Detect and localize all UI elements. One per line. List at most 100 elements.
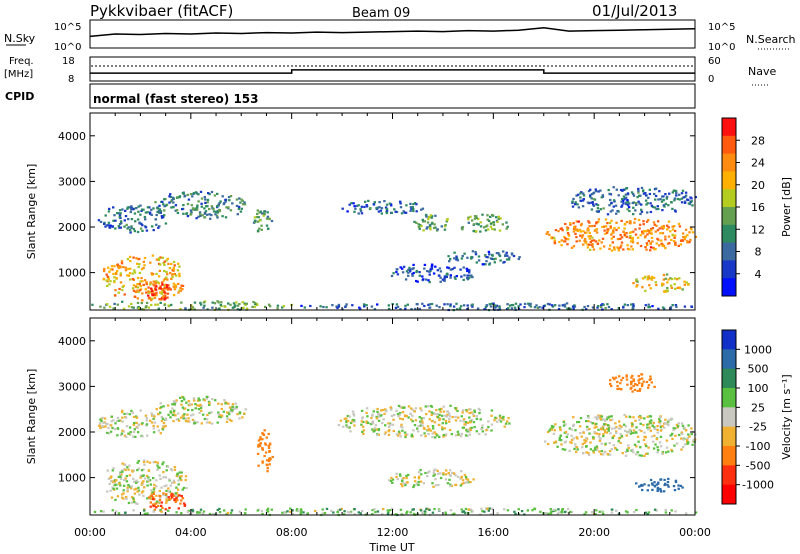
echo-cell [551, 304, 554, 307]
echo-cell [653, 206, 657, 209]
echo-cell [152, 280, 155, 283]
echo-cell [242, 412, 246, 415]
echo-cell [238, 510, 241, 513]
echo-cell [235, 301, 238, 304]
echo-cell [610, 233, 613, 236]
echo-cell [476, 307, 480, 310]
echo-cell [387, 307, 391, 310]
echo-cell [660, 239, 663, 242]
echo-cell [607, 427, 610, 430]
echo-cell [427, 279, 430, 282]
echo-cell [564, 423, 567, 426]
echo-cell [134, 415, 138, 418]
echo-cell [594, 240, 598, 243]
echo-cell [561, 304, 565, 307]
echo-cell [172, 479, 176, 482]
echo-cell [178, 494, 181, 497]
echo-cell [159, 285, 162, 288]
echo-cell [180, 475, 183, 478]
y-tick-label: 3000 [58, 175, 86, 188]
echo-cell [666, 281, 669, 284]
echo-cell [592, 451, 595, 454]
echo-cell [346, 511, 350, 514]
echo-cell [154, 288, 158, 291]
echo-cell [352, 412, 355, 416]
echo-cell [260, 224, 263, 227]
echo-cell [553, 441, 556, 444]
echo-cell [438, 435, 441, 438]
echo-cell [624, 450, 628, 453]
echo-cell [135, 479, 138, 482]
echo-cell [438, 423, 441, 427]
echo-cell [609, 382, 612, 385]
echo-cell [486, 214, 489, 217]
echo-cell [493, 261, 496, 264]
echo-cell [357, 212, 360, 215]
echo-cell [664, 418, 667, 421]
echo-cell [158, 208, 162, 211]
echo-cell [98, 424, 101, 427]
echo-cell [434, 265, 437, 268]
echo-cell [583, 441, 586, 444]
echo-cell [475, 415, 478, 418]
echo-cell [121, 300, 124, 303]
echo-cell [648, 284, 651, 287]
echo-cell [414, 480, 417, 483]
echo-cell [114, 498, 117, 501]
echo-cell [429, 225, 432, 228]
echo-cell [588, 428, 591, 431]
echo-cell [690, 305, 693, 308]
echo-cell [420, 419, 424, 422]
echo-cell [390, 274, 394, 278]
echo-cell [116, 263, 120, 266]
echo-cell [173, 273, 176, 276]
echo-cell [146, 211, 149, 214]
echo-cell [114, 289, 117, 292]
echo-cell [130, 409, 133, 412]
echo-cell [620, 205, 623, 208]
echo-cell [602, 207, 605, 210]
echo-cell [120, 260, 124, 263]
echo-cell [436, 412, 439, 416]
echo-cell [135, 257, 138, 260]
echo-cell [198, 212, 202, 216]
echo-cell [417, 480, 420, 484]
echo-cell [661, 209, 664, 212]
echo-cell [404, 482, 408, 485]
echo-cell [402, 265, 406, 268]
echo-cell [432, 474, 435, 477]
echo-cell [359, 208, 362, 211]
echo-cell [684, 191, 688, 194]
echo-cell [686, 442, 689, 445]
echo-cell [526, 509, 529, 512]
echo-cell [186, 413, 189, 416]
x-tick-label: 08:00 [276, 526, 308, 539]
echo-cell [667, 226, 670, 229]
echo-cell [116, 419, 119, 422]
echo-cell [132, 284, 136, 287]
echo-cell [168, 195, 171, 198]
echo-cell [648, 378, 651, 381]
echo-cell [371, 513, 374, 516]
echo-cell [628, 236, 631, 239]
echo-cell [145, 301, 149, 304]
echo-cell [463, 474, 467, 477]
echo-cell [426, 270, 429, 273]
echo-cell [405, 477, 408, 480]
echo-cell [121, 208, 124, 211]
echo-cell [174, 500, 177, 503]
echo-cell [325, 507, 329, 510]
echo-cell [584, 437, 588, 440]
echo-cell [473, 215, 477, 218]
echo-cell [674, 234, 677, 237]
echo-cell [566, 307, 569, 310]
echo-cell [256, 220, 260, 223]
echo-cell [384, 424, 387, 427]
colorbar-tick-label: 24 [751, 157, 765, 170]
echo-cell [615, 509, 618, 512]
echo-cell [594, 190, 598, 193]
echo-region [609, 373, 656, 393]
echo-cell [677, 244, 680, 247]
echo-cell [667, 485, 670, 488]
echo-cell [680, 197, 684, 200]
